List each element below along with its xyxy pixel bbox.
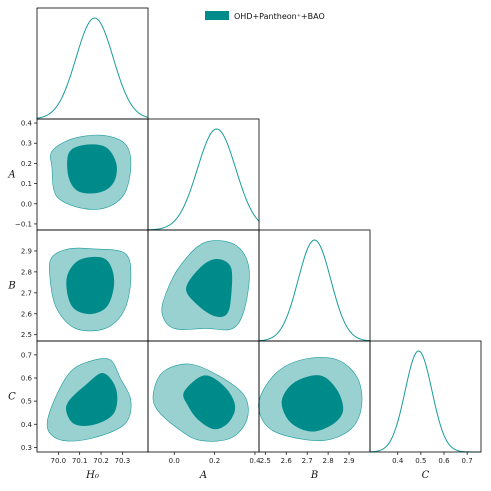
xtick-label-c: 0.6 bbox=[438, 457, 450, 465]
xlabel-c: C bbox=[422, 470, 430, 481]
ytick-label-c: 0.5 bbox=[21, 398, 32, 406]
contour-inner-a-c bbox=[183, 375, 236, 430]
ytick-label-b: 2.7 bbox=[21, 289, 32, 297]
xtick-label-c: 0.5 bbox=[415, 457, 426, 465]
marginal-c bbox=[369, 350, 481, 453]
panel-a-a bbox=[147, 118, 260, 231]
xtick-label-h0: 70.0 bbox=[51, 457, 67, 465]
ytick-label-a: 0.1 bbox=[21, 180, 32, 188]
panel-h0-h0 bbox=[36, 7, 149, 120]
marginal-h0 bbox=[36, 17, 149, 119]
xlabel-b: B bbox=[310, 470, 318, 481]
contour-inner-b-c bbox=[281, 375, 344, 432]
legend-swatch bbox=[205, 11, 229, 20]
ytick-label-a: 0.3 bbox=[21, 140, 32, 148]
ytick-label-b: 2.9 bbox=[21, 247, 32, 255]
xtick-label-b: 2.7 bbox=[302, 457, 313, 465]
contour-inner-h0-b bbox=[66, 256, 115, 315]
xtick-label-b: 2.9 bbox=[343, 457, 354, 465]
xlabel-a: A bbox=[199, 470, 207, 481]
ytick-label-a: 0.0 bbox=[21, 200, 32, 208]
xtick-label-h0: 70.2 bbox=[93, 457, 109, 465]
xtick-label-a: 0.2 bbox=[209, 457, 220, 465]
ytick-label-a: 0.2 bbox=[21, 160, 32, 168]
contour-inner-h0-c bbox=[65, 373, 118, 426]
panel-b-b bbox=[258, 229, 371, 342]
xtick-label-b: 2.8 bbox=[323, 457, 334, 465]
contour-inner-a-b bbox=[186, 259, 233, 317]
ylabel-a: A bbox=[7, 170, 15, 181]
xlabel-h0: H₀ bbox=[85, 470, 99, 481]
marginal-b bbox=[258, 239, 371, 342]
ytick-label-c: 0.4 bbox=[21, 421, 33, 429]
ytick-label-b: 2.8 bbox=[21, 268, 32, 276]
marginal-a bbox=[147, 128, 260, 231]
legend: OHD+Pantheon⁺+BAO bbox=[205, 11, 325, 21]
ytick-label-c: 0.6 bbox=[21, 375, 33, 383]
xtick-label-b: 2.5 bbox=[260, 457, 271, 465]
ytick-label-a: −0.1 bbox=[15, 220, 32, 228]
xtick-label-c: 0.4 bbox=[392, 457, 404, 465]
xtick-label-a: 0.4 bbox=[249, 457, 261, 465]
ylabel-c: C bbox=[8, 392, 16, 403]
legend-label: OHD+Pantheon⁺+BAO bbox=[234, 12, 325, 21]
ytick-label-a: 0.4 bbox=[21, 120, 33, 128]
ytick-label-b: 2.6 bbox=[21, 310, 33, 318]
ytick-label-c: 0.7 bbox=[21, 351, 32, 359]
ytick-label-b: 2.5 bbox=[21, 331, 32, 339]
contour-inner-h0-a bbox=[67, 144, 117, 194]
ytick-label-c: 0.3 bbox=[21, 444, 32, 452]
xtick-label-h0: 70.3 bbox=[115, 457, 131, 465]
xtick-label-h0: 70.1 bbox=[72, 457, 88, 465]
xtick-label-b: 2.6 bbox=[281, 457, 293, 465]
ylabel-b: B bbox=[7, 281, 15, 292]
xtick-label-a: 0.0 bbox=[169, 457, 180, 465]
panel-c-c bbox=[369, 340, 482, 453]
xtick-label-c: 0.7 bbox=[462, 457, 473, 465]
